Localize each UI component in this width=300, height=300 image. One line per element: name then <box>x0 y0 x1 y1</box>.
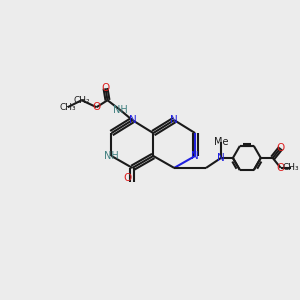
Text: O: O <box>92 102 101 112</box>
Text: Me: Me <box>214 137 228 147</box>
Text: N: N <box>191 151 199 161</box>
Text: O: O <box>123 173 131 183</box>
Text: O: O <box>101 83 110 93</box>
Text: N: N <box>128 115 136 125</box>
Text: CH₃: CH₃ <box>59 103 76 112</box>
Text: NH: NH <box>113 105 128 115</box>
Text: N: N <box>217 153 225 163</box>
Text: N: N <box>170 115 178 125</box>
Text: O: O <box>277 143 285 153</box>
Text: CH₃: CH₃ <box>282 164 299 172</box>
Text: CH₂: CH₂ <box>73 96 90 105</box>
Text: O: O <box>277 163 285 173</box>
Text: NH: NH <box>104 151 119 161</box>
